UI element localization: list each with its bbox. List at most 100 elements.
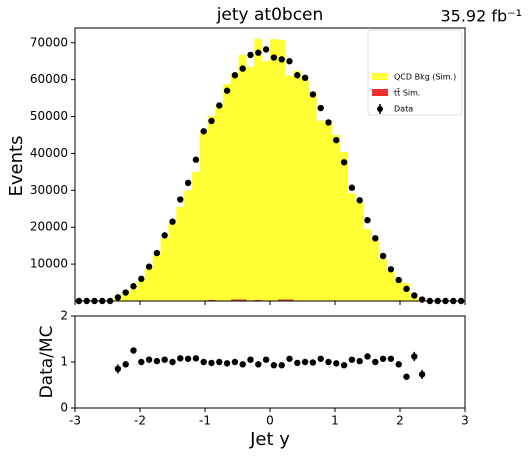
data-point [333,136,340,144]
x-tick-label: -3 [69,414,81,428]
x-tick-label: 3 [461,414,469,428]
ratio-point [325,358,332,366]
bar-segment [402,283,411,301]
ratio-point [262,356,270,363]
ratio-point [216,358,223,366]
bar-segment [277,299,286,301]
data-point [255,49,262,56]
data-point [192,156,200,163]
ratio-point [309,359,317,366]
data-point [395,276,402,284]
legend-marker [377,106,383,112]
data-point [177,196,184,203]
ratio-point [153,357,161,365]
bar-segment [160,238,169,301]
plot-layer: QCD Bkg (Sim.) tt̄ Sim. Data 10000 20000 3000… [30,27,469,428]
legend-label: QCD Bkg (Sim.) [394,73,456,82]
ratio-point [138,358,145,366]
y-tick-label: 1 [60,355,68,369]
bar-segment [207,299,216,301]
ratio-point [130,347,137,354]
data-point [114,294,122,301]
data-point [138,275,145,283]
data-point [387,266,395,273]
chart-title: jety at0bcen [216,5,324,25]
bar-segment [316,120,325,301]
ratio-point [122,361,129,368]
luminosity: 35.92 fb⁻¹ [440,7,522,26]
data-point [372,235,379,242]
data-point [270,54,278,61]
ratio-point [294,359,301,367]
bar-segment [262,61,270,302]
bar-segment [285,299,294,301]
x-tick-label: 1 [331,414,339,428]
x-tick-label: -2 [134,414,146,428]
bar-segment [168,221,177,301]
data-point [231,72,239,79]
axes-frame [74,315,466,409]
ratio-point [239,361,246,368]
ratio-point [200,358,207,366]
ratio-point [418,371,426,378]
data-point [161,232,168,239]
ratio-point [356,357,363,365]
y-axis-label: Events [6,136,27,197]
ratio-point [387,355,395,362]
ratio-point [348,356,356,363]
bar-segment [270,39,278,301]
data-point [184,179,192,187]
ratio-point [192,355,200,362]
data-point [278,56,285,63]
y-tick-label: 60000 [30,72,68,86]
bar-segment [394,278,403,301]
ratio-point [247,356,254,363]
ratio-point [301,358,309,366]
ratio-point [317,355,324,362]
x-tick-label: -1 [199,414,211,428]
data-point [340,159,348,166]
data-point [325,119,332,126]
data-point [153,249,161,257]
y-tick-label: 2 [60,309,68,323]
ratio-point [286,355,293,362]
bar-segment [137,278,146,301]
ratio-point [161,356,168,363]
data-point [216,102,223,109]
legend-label: tt̄ Sim. [394,87,420,97]
bar-segment [324,122,333,302]
x-tick-label: 0 [266,414,274,428]
data-point [130,283,137,290]
ratio-point [270,362,278,369]
ratio-point [411,353,418,360]
data-point [247,51,254,59]
data-point [301,74,309,82]
data-point [169,218,176,225]
bar-segment [231,299,239,301]
ratio-point [255,361,262,368]
ratio-point [340,362,348,369]
bar-segment [254,38,263,300]
ratio-point [333,360,340,367]
bar-segment [184,190,192,301]
bar-segment [254,299,263,301]
bar-segment [238,54,247,300]
data-point [223,87,231,94]
ratio-point [184,355,192,362]
bar-segment [192,171,200,301]
bar-segment [379,258,387,301]
bar-segment [199,131,208,301]
ratio-y-axis-label: Data/MC [37,326,57,399]
y-tick-label: 20000 [30,220,68,234]
data-point [239,65,246,72]
ratio-point [114,365,122,373]
ratio-point [145,356,153,363]
bar-segment [121,292,130,301]
bar-segment [246,66,255,302]
data-point [286,58,293,65]
data-point [317,104,324,112]
y-tick-label: 0 [60,401,68,415]
bar-segment [348,193,356,301]
bar-segment [332,134,341,301]
